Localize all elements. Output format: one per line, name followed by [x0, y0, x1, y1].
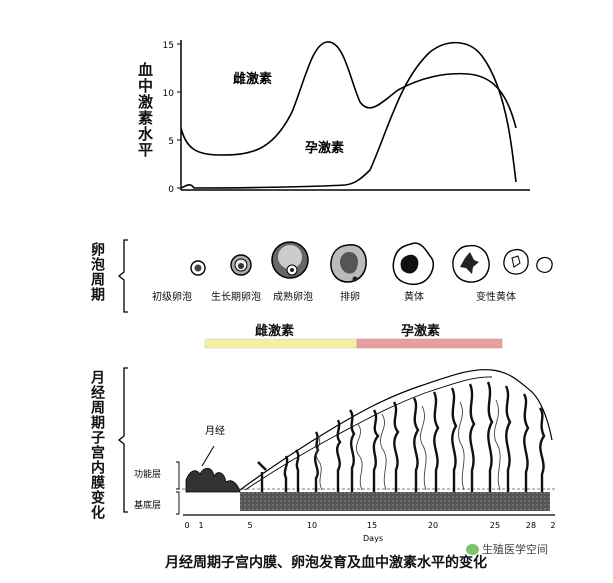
follicle-mature — [271, 241, 309, 279]
follicle-stage-growing: 生长期卵泡 — [211, 292, 261, 303]
watermark-text: 生殖医学空间 — [482, 543, 548, 556]
endometrium-brace — [117, 367, 128, 513]
watermark-logo-icon — [466, 543, 479, 555]
x-tick-15: 15 — [367, 521, 377, 530]
menses-debris — [185, 467, 241, 493]
estrogen-curve — [180, 41, 517, 156]
follicle-stage-primary: 初级卵泡 — [152, 292, 192, 303]
figure-caption: 月经周期子宫内膜、卵泡发育及血中激素水平的变化 — [165, 555, 487, 571]
hormone-axis-label: 血中激素水平 — [136, 62, 154, 158]
endometrium-x-ticks: 0 1 5 10 15 20 25 28 2 — [184, 521, 555, 530]
x-tick-28: 28 — [526, 521, 536, 530]
endometrium-surface — [239, 369, 553, 491]
y-tick-10: 10 — [163, 89, 175, 99]
follicle-brace — [117, 239, 128, 313]
x-tick-0: 0 — [184, 521, 189, 530]
follicle-stage-degenerating: 变性黄体 — [476, 292, 516, 303]
x-unit-days: Days — [363, 534, 383, 543]
follicle-stage-mature: 成熟卵泡 — [273, 292, 313, 303]
x-tick-1: 1 — [198, 521, 203, 530]
corpus-luteum — [392, 242, 435, 286]
follicle-ovulation — [330, 244, 367, 283]
y-tick-15: 15 — [163, 41, 174, 51]
follicle-primary — [190, 260, 206, 276]
y-tick-0: 0 — [168, 185, 174, 195]
follicle-growing — [230, 254, 252, 276]
progesterone-phase-label: 孕激素 — [401, 324, 441, 339]
y-tick-5: 5 — [168, 137, 174, 147]
progesterone-curve — [180, 41, 517, 189]
x-tick-2: 2 — [550, 521, 555, 530]
functional-layer-label: 功能层 — [134, 468, 161, 480]
estrogen-phase-label: 雌激素 — [255, 324, 295, 339]
basal-layer-label: 基底层 — [134, 499, 161, 511]
endometrial-glands — [257, 381, 546, 492]
x-tick-20: 20 — [428, 521, 438, 530]
x-tick-10: 10 — [307, 521, 317, 530]
progesterone-phase-bar — [356, 338, 503, 349]
progesterone-curve-label: 孕激素 — [305, 140, 344, 156]
spiral-arteries — [315, 399, 501, 491]
estrogen-curve-label: 雌激素 — [233, 71, 272, 87]
endometrium-axis-label: 月经周期子宫内膜变化 — [89, 370, 105, 520]
corpus-albicans-small — [536, 256, 553, 273]
x-tick-5: 5 — [247, 521, 252, 530]
follicle-stage-ovulation: 排卵 — [340, 292, 360, 303]
estrogen-phase-bar — [204, 338, 358, 349]
follicle-axis-label: 卵泡周期 — [89, 242, 105, 302]
corpus-albicans — [503, 248, 529, 275]
corpus-luteum-degenerating — [452, 244, 490, 283]
x-tick-25: 25 — [490, 521, 500, 530]
watermark: 生殖医学空间 — [466, 541, 548, 557]
follicle-stage-luteum: 黄体 — [404, 292, 424, 303]
menses-label: 月经 — [205, 424, 225, 437]
